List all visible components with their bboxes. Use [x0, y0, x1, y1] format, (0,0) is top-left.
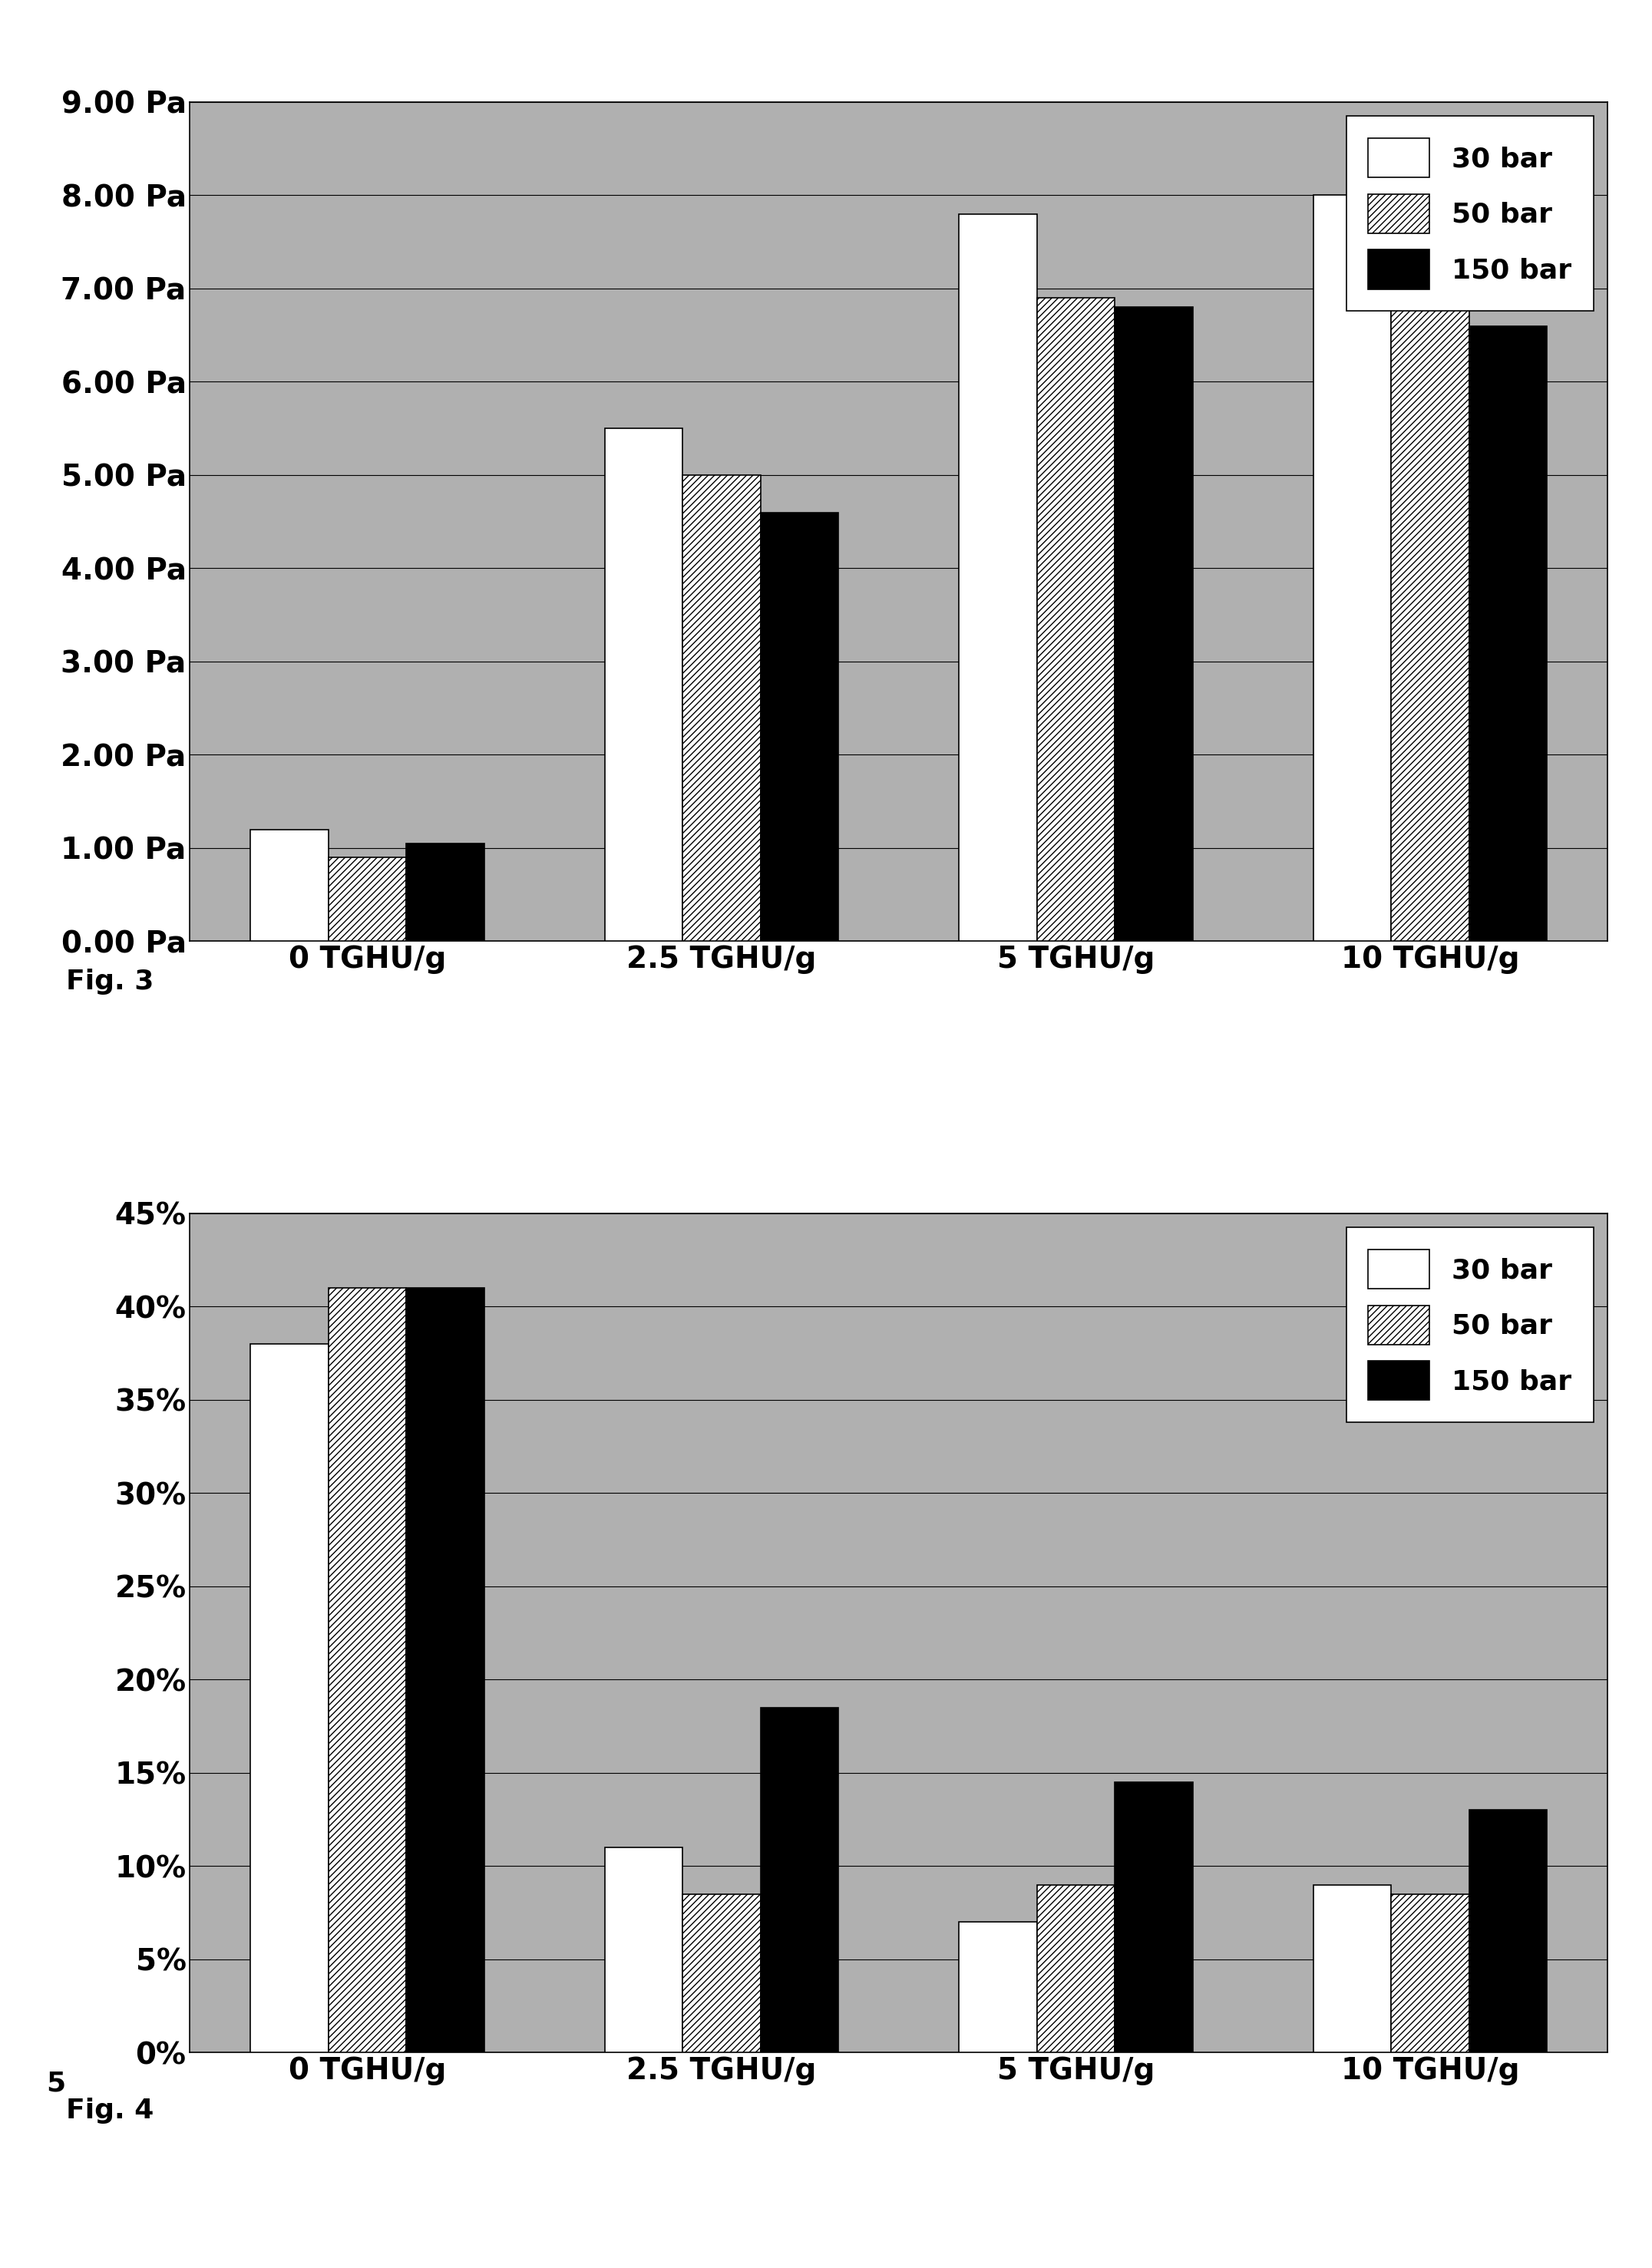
Bar [1037, 1885, 1115, 2053]
Legend: 30 bar, 50 bar, 150 bar: 30 bar, 50 bar, 150 bar [1346, 1227, 1594, 1422]
Bar [1037, 297, 1115, 941]
Bar [682, 474, 760, 941]
Bar [605, 429, 682, 941]
Bar [1115, 306, 1193, 941]
Bar [406, 844, 484, 941]
Bar [1313, 195, 1391, 941]
Bar [1469, 1810, 1548, 2053]
Bar [760, 1708, 839, 2053]
Bar [406, 1288, 484, 2053]
Text: 5: 5 [46, 2071, 66, 2098]
Bar [1469, 327, 1548, 941]
Bar [682, 1894, 760, 2053]
Text: Fig. 3: Fig. 3 [66, 968, 154, 996]
Bar [605, 1848, 682, 2053]
Bar [1391, 261, 1469, 941]
Text: Fig. 4: Fig. 4 [66, 2098, 154, 2125]
Bar [1391, 1894, 1469, 2053]
Bar [249, 1345, 329, 2053]
Bar [329, 857, 406, 941]
Legend: 30 bar, 50 bar, 150 bar: 30 bar, 50 bar, 150 bar [1346, 116, 1594, 311]
Bar [760, 513, 839, 941]
Bar [249, 830, 329, 941]
Bar [1313, 1885, 1391, 2053]
Bar [1115, 1783, 1193, 2053]
Bar [329, 1288, 406, 2053]
Bar [958, 1921, 1037, 2053]
Bar [958, 213, 1037, 941]
